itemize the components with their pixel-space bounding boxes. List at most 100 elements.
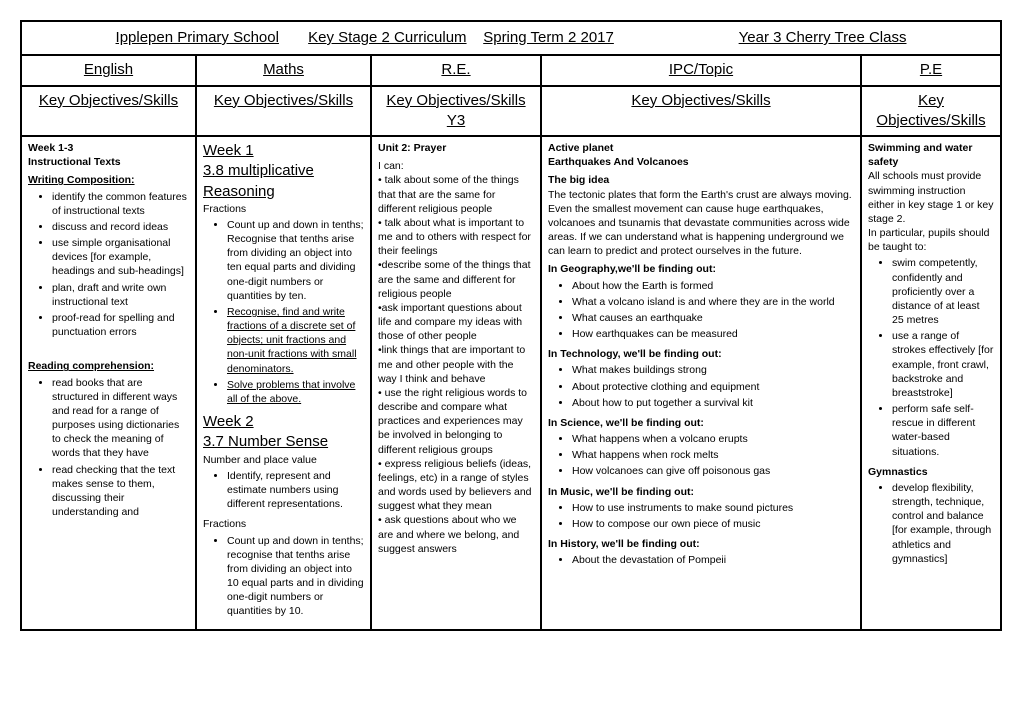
content-row: Week 1-3 Instructional Texts Writing Com… xyxy=(21,136,1001,630)
re-unit: Unit 2: Prayer xyxy=(378,141,534,155)
list-item: Count up and down in tenths; recognise t… xyxy=(227,534,364,619)
list-item: About how to put together a survival kit xyxy=(572,396,854,410)
subject-ipc: IPC/Topic xyxy=(541,55,861,85)
ipc-title1: Active planet xyxy=(548,141,854,155)
maths-sub1: Fractions xyxy=(203,202,364,216)
list-item: perform safe self-rescue in different wa… xyxy=(892,402,994,459)
line-item: • ask questions about who we are and whe… xyxy=(378,513,534,556)
maths-list1: Count up and down in tenths; Recognise t… xyxy=(203,218,364,406)
ipc-hist-hdr: In History, we'll be finding out: xyxy=(548,537,854,551)
reading-header: Reading comprehension: xyxy=(28,359,189,373)
ipc-sci-hdr: In Science, we'll be finding out: xyxy=(548,416,854,430)
pe-gym-list: develop flexibility, strength, technique… xyxy=(868,481,994,566)
maths-sub2b: Fractions xyxy=(203,517,364,531)
term: Spring Term 2 2017 xyxy=(483,29,614,46)
ipc-mus-hdr: In Music, we'll be finding out: xyxy=(548,485,854,499)
english-topic: Instructional Texts xyxy=(28,155,189,169)
pe-swim-hdr: Swimming and water safety xyxy=(868,141,994,169)
ipc-bigidea: The tectonic plates that form the Earth'… xyxy=(548,188,854,259)
obj-ipc: Key Objectives/Skills xyxy=(541,86,861,137)
list-item: How to use instruments to make sound pic… xyxy=(572,501,854,515)
writing-header: Writing Composition: xyxy=(28,173,189,187)
pe-swim-list: swim competently, confidently and profic… xyxy=(868,256,994,458)
list-item: Solve problems that involve all of the a… xyxy=(227,378,364,406)
pe-swim-intro: All schools must provide swimming instru… xyxy=(868,169,994,226)
list-item: read checking that the text makes sense … xyxy=(52,463,189,520)
list-item: What makes buildings strong xyxy=(572,363,854,377)
list-item: How earthquakes can be measured xyxy=(572,327,854,341)
obj-english: Key Objectives/Skills xyxy=(21,86,196,137)
list-item: What happens when a volcano erupts xyxy=(572,432,854,446)
pe-swim-intro2: In particular, pupils should be taught t… xyxy=(868,226,994,254)
line-item: •link things that are important to me an… xyxy=(378,343,534,386)
list-item: Identify, represent and estimate numbers… xyxy=(227,469,364,512)
list-item: identify the common features of instruct… xyxy=(52,190,189,218)
maths-week1: Week 1 xyxy=(203,141,364,161)
ipc-mus-list: How to use instruments to make sound pic… xyxy=(548,501,854,531)
header-cell: Ipplepen Primary School Key Stage 2 Curr… xyxy=(21,21,1001,55)
list-item: What causes an earthquake xyxy=(572,311,854,325)
list-item: What a volcano island is and where they … xyxy=(572,295,854,309)
subject-maths: Maths xyxy=(196,55,371,85)
list-item: swim competently, confidently and profic… xyxy=(892,256,994,327)
maths-list2b: Count up and down in tenths; recognise t… xyxy=(203,534,364,619)
list-item: use a range of strokes effectively [for … xyxy=(892,329,994,400)
english-week: Week 1-3 xyxy=(28,141,189,155)
ipc-geo-list: About how the Earth is formed What a volc… xyxy=(548,279,854,342)
school-name: Ipplepen Primary School xyxy=(116,29,279,46)
maths-sub2a: Number and place value xyxy=(203,453,364,467)
line-item: •describe some of the things that are th… xyxy=(378,258,534,301)
list-item: Recognise, find and write fractions of a… xyxy=(227,305,364,376)
key-stage: Key Stage 2 Curriculum xyxy=(308,29,466,46)
pe-cell: Swimming and water safety All schools mu… xyxy=(861,136,1001,630)
pe-gym-hdr: Gymnastics xyxy=(868,465,994,479)
maths-week2: Week 2 xyxy=(203,412,364,432)
re-cell: Unit 2: Prayer I can: • talk about some … xyxy=(371,136,541,630)
list-item: About the devastation of Pompeii xyxy=(572,553,854,567)
list-item: How to compose our own piece of music xyxy=(572,517,854,531)
maths-topic2: 3.7 Number Sense xyxy=(203,432,364,452)
writing-list: identify the common features of instruct… xyxy=(28,190,189,340)
ipc-sci-list: What happens when a volcano erupts What h… xyxy=(548,432,854,479)
list-item: develop flexibility, strength, technique… xyxy=(892,481,994,566)
maths-topic1: 3.8 multiplicative Reasoning xyxy=(203,161,364,202)
ipc-hist-list: About the devastation of Pompeii xyxy=(548,553,854,567)
list-item: proof-read for spelling and punctuation … xyxy=(52,311,189,339)
maths-list2a: Identify, represent and estimate numbers… xyxy=(203,469,364,512)
line-item: •ask important questions about life and … xyxy=(378,301,534,344)
ipc-geo-hdr: In Geography,we'll be finding out: xyxy=(548,262,854,276)
list-item: What happens when rock melts xyxy=(572,448,854,462)
ipc-tech-list: What makes buildings strong About protect… xyxy=(548,363,854,410)
line-item: • talk about what is important to me and… xyxy=(378,216,534,259)
list-item: read books that are structured in differ… xyxy=(52,376,189,461)
re-ican: I can: xyxy=(378,159,534,173)
curriculum-table: Ipplepen Primary School Key Stage 2 Curr… xyxy=(20,20,1002,631)
ipc-title2: Earthquakes And Volcanoes xyxy=(548,155,854,169)
maths-cell: Week 1 3.8 multiplicative Reasoning Frac… xyxy=(196,136,371,630)
list-item: plan, draft and write own instructional … xyxy=(52,281,189,309)
subject-english: English xyxy=(21,55,196,85)
list-item: About how the Earth is formed xyxy=(572,279,854,293)
list-item: discuss and record ideas xyxy=(52,220,189,234)
class-name: Year 3 Cherry Tree Class xyxy=(739,29,907,46)
list-item: About protective clothing and equipment xyxy=(572,380,854,394)
re-items: • talk about some of the things that tha… xyxy=(378,173,534,556)
ipc-tech-hdr: In Technology, we'll be finding out: xyxy=(548,347,854,361)
english-cell: Week 1-3 Instructional Texts Writing Com… xyxy=(21,136,196,630)
list-item: use simple organisational devices [for e… xyxy=(52,236,189,279)
line-item: • use the right religious words to descr… xyxy=(378,386,534,457)
line-item: • talk about some of the things that tha… xyxy=(378,173,534,216)
list-item: How volcanoes can give off poisonous gas xyxy=(572,464,854,478)
subject-row: English Maths R.E. IPC/Topic P.E xyxy=(21,55,1001,85)
objectives-row: Key Objectives/Skills Key Objectives/Ski… xyxy=(21,86,1001,137)
list-item: Count up and down in tenths; Recognise t… xyxy=(227,218,364,303)
ipc-bigidea-hdr: The big idea xyxy=(548,173,854,187)
ipc-cell: Active planet Earthquakes And Volcanoes … xyxy=(541,136,861,630)
obj-pe: Key Objectives/Skills xyxy=(861,86,1001,137)
subject-pe: P.E xyxy=(861,55,1001,85)
reading-list: read books that are structured in differ… xyxy=(28,376,189,520)
subject-re: R.E. xyxy=(371,55,541,85)
obj-re: Key Objectives/Skills Y3 xyxy=(371,86,541,137)
obj-maths: Key Objectives/Skills xyxy=(196,86,371,137)
header-row: Ipplepen Primary School Key Stage 2 Curr… xyxy=(21,21,1001,55)
